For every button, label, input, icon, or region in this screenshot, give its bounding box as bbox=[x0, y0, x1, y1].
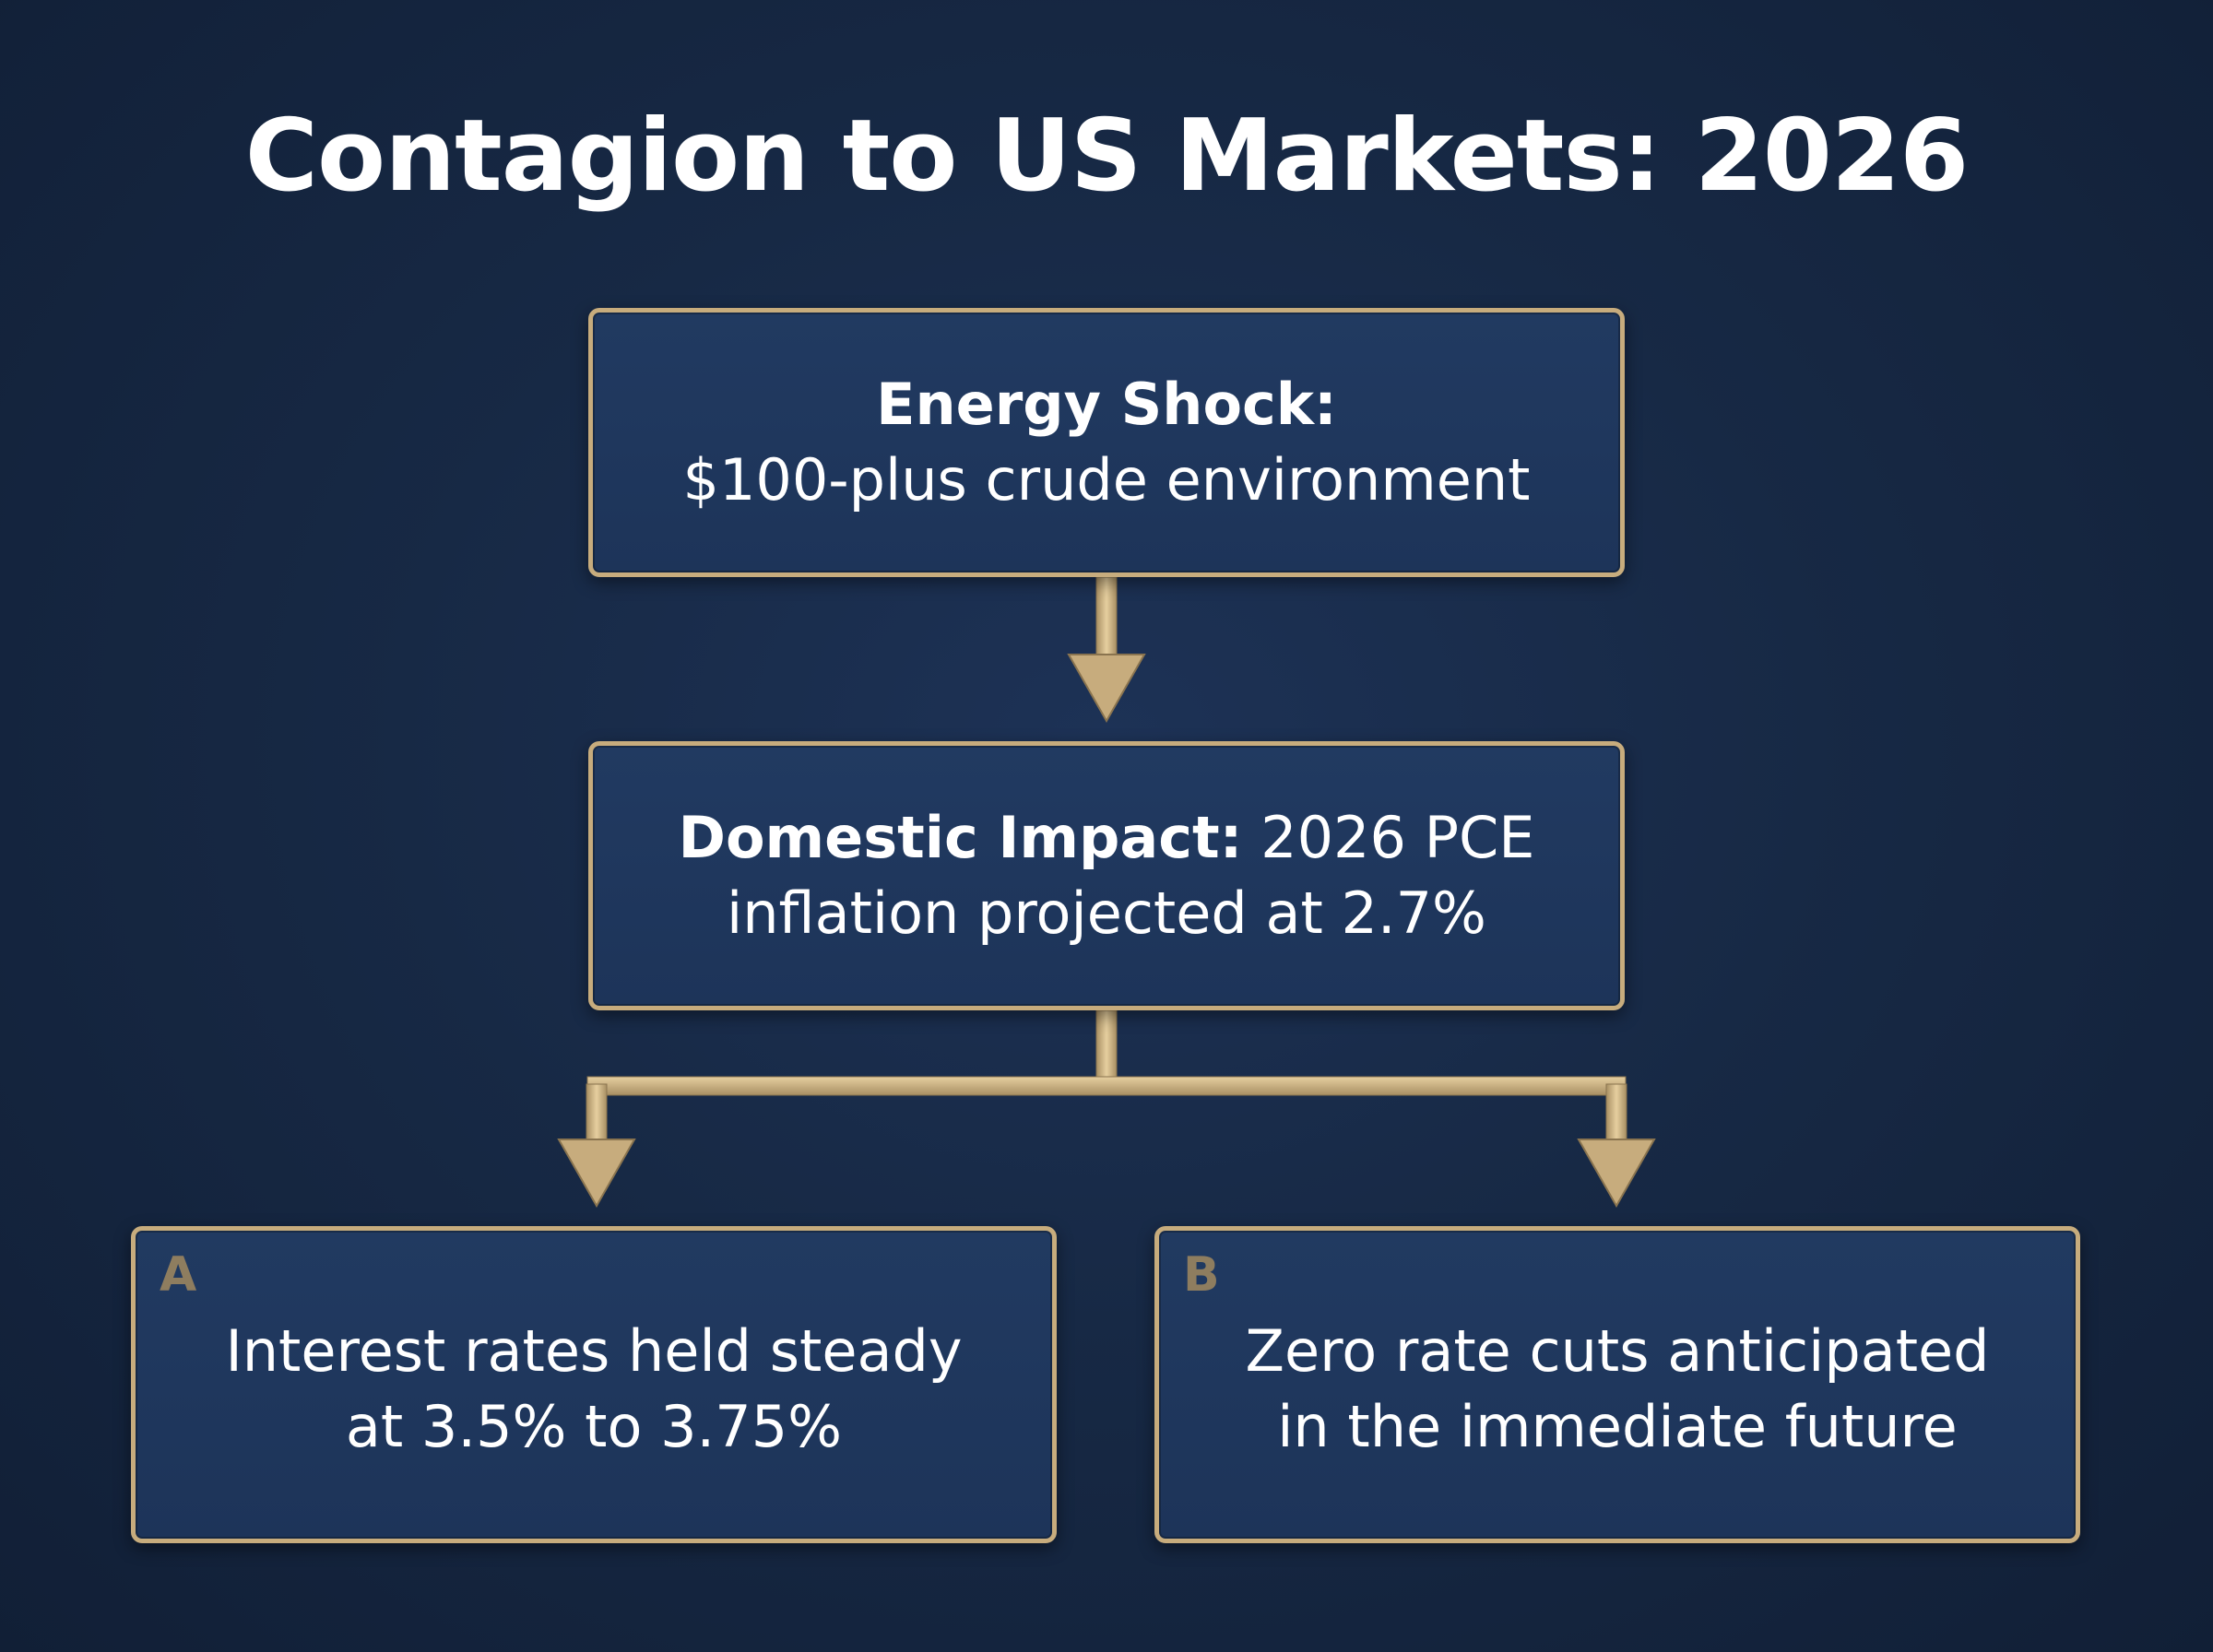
arrow-domestic-to-b bbox=[1577, 1083, 1656, 1209]
outcome-a-badge: A bbox=[160, 1247, 197, 1303]
domestic-impact-text-line2: inflation projected at 2.7% bbox=[727, 879, 1486, 947]
outcome-b-line1: Zero rate cuts anticipated bbox=[1245, 1317, 1990, 1385]
domestic-impact-heading: Domestic Impact: bbox=[678, 804, 1243, 871]
domestic-impact-line1: Domestic Impact: 2026 PCE bbox=[679, 800, 1535, 876]
outcome-b-badge: B bbox=[1183, 1247, 1220, 1303]
outcome-b-line2: in the immediate future bbox=[1277, 1393, 1958, 1460]
node-energy-shock: Energy Shock: $100-plus crude environmen… bbox=[588, 308, 1625, 577]
branch-connector bbox=[586, 1009, 1627, 1096]
energy-shock-text: $100-plus crude environment bbox=[682, 446, 1531, 513]
outcome-a-line1: Interest rates held steady bbox=[225, 1317, 963, 1385]
domestic-impact-text-line1: 2026 PCE bbox=[1242, 804, 1535, 871]
node-domestic-impact: Domestic Impact: 2026 PCE inflation proj… bbox=[588, 741, 1625, 1010]
outcome-a-line2: at 3.5% to 3.75% bbox=[345, 1393, 843, 1460]
energy-shock-heading: Energy Shock: bbox=[876, 371, 1337, 438]
node-outcome-b: B Zero rate cuts anticipated in the imme… bbox=[1154, 1226, 2080, 1543]
node-outcome-a: A Interest rates held steady at 3.5% to … bbox=[131, 1226, 1057, 1543]
arrow-energy-to-domestic bbox=[1067, 576, 1146, 724]
diagram-title: Contagion to US Markets: 2026 bbox=[244, 99, 1969, 214]
arrow-domestic-to-a bbox=[557, 1083, 636, 1209]
